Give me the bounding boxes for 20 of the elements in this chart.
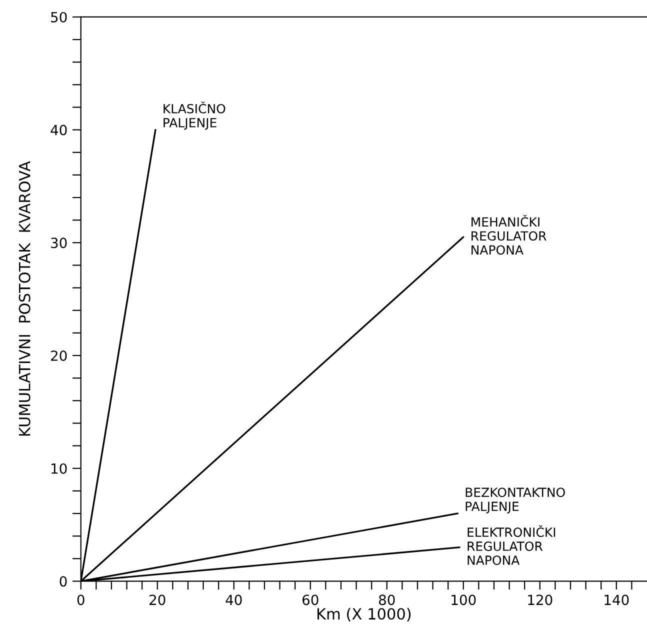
x-tick-label: 80 <box>378 594 395 606</box>
y-tick-label: 40 <box>50 124 67 136</box>
y-tick-label: 20 <box>51 350 67 361</box>
y-tick-label: 0 <box>60 576 67 587</box>
x-tick-label: 40 <box>226 594 242 606</box>
y-tick-label: 30 <box>51 238 67 248</box>
series-label: MEHANIČKI REGULATOR NAPONA <box>472 214 546 255</box>
series-label: ELEKTRONIČKI REGULATOR NAPONA <box>468 525 556 565</box>
series-label: KLASIČNO PALJENJE <box>164 102 226 130</box>
x-tick-label: 0 <box>77 594 84 606</box>
series-label: BEZKONTAKTNO PALJENJE <box>466 488 565 514</box>
y-tick-label: 10 <box>52 463 67 474</box>
x-tick-label: 120 <box>528 594 552 606</box>
y-axis-title: KUMULATIVNI POSTOTAK KVAROVA <box>18 161 30 436</box>
x-tick-label: 140 <box>604 594 629 606</box>
x-tick-label: 60 <box>302 594 318 606</box>
x-axis-title: Km (X 1000) <box>317 608 411 622</box>
x-tick-label: 100 <box>452 594 476 606</box>
x-tick-label: 20 <box>150 594 166 606</box>
y-tick-label: 50 <box>51 12 67 22</box>
